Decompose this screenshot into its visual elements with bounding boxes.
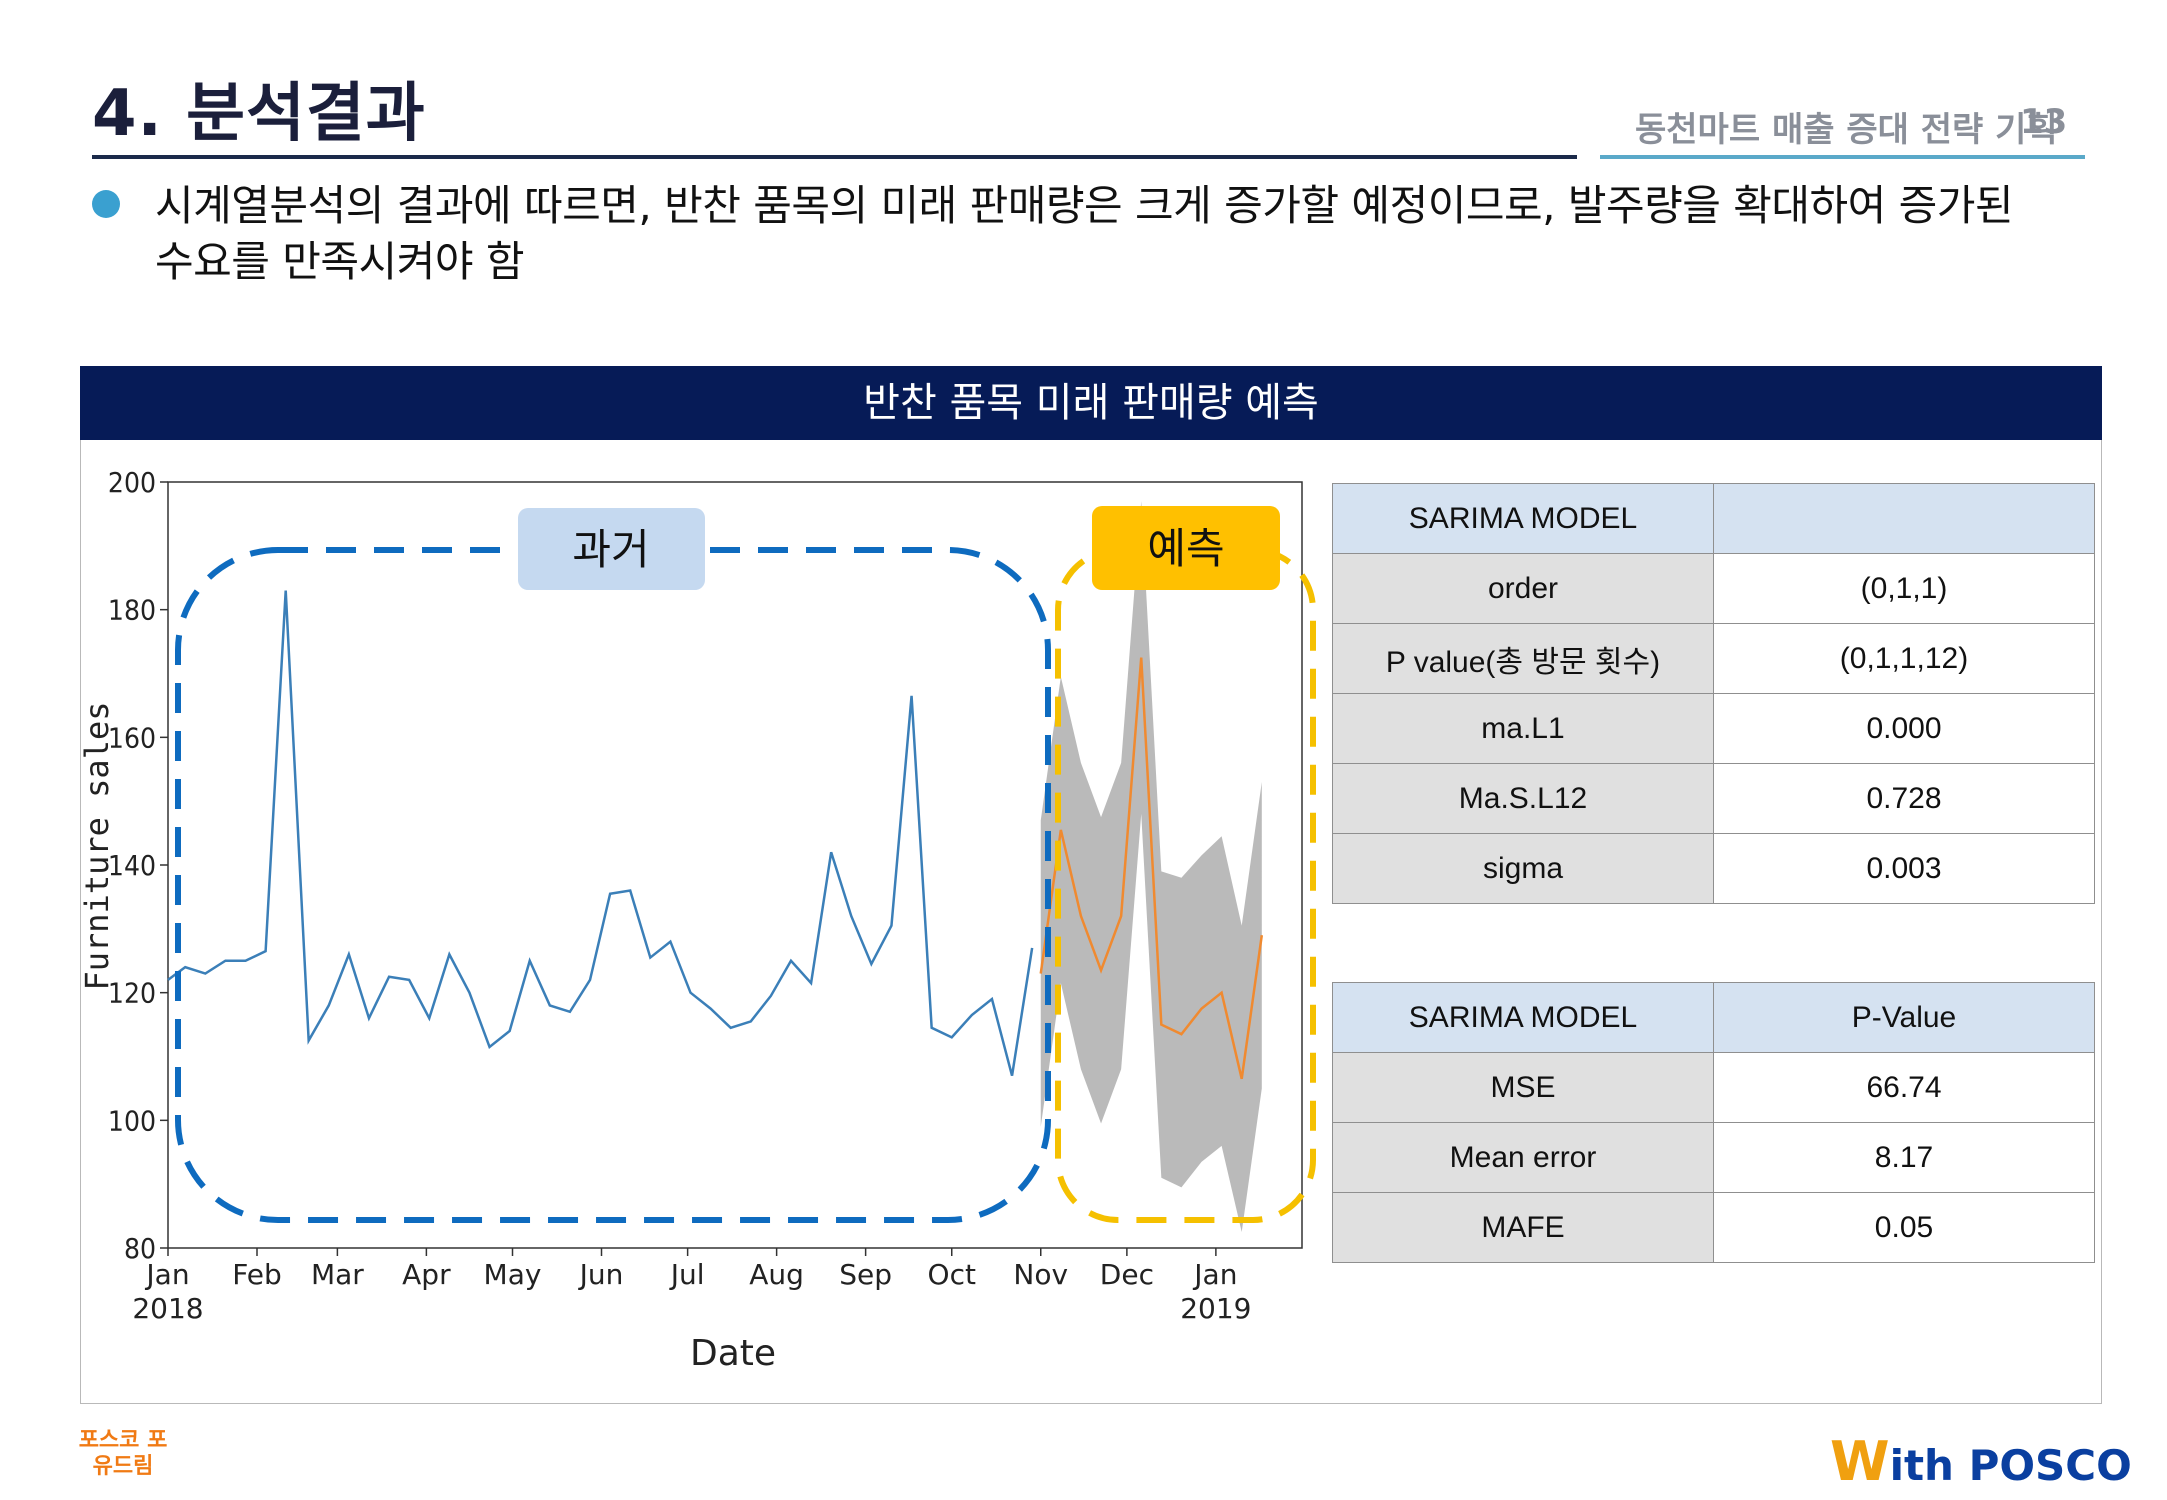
x-tick-label: Jan (1192, 1258, 1237, 1291)
param-name: order (1332, 553, 1714, 624)
x-tick-label: Nov (1013, 1258, 1068, 1291)
x-tick-label: May (484, 1258, 542, 1291)
table-header-cell: SARIMA MODEL (1332, 483, 1714, 554)
table-row: order (0,1,1) (1332, 553, 2095, 624)
param-value: 0.000 (1713, 693, 2095, 764)
title-underline (92, 155, 1577, 159)
header-underline (1600, 155, 2085, 159)
table-header-cell: SARIMA MODEL (1332, 982, 1714, 1053)
param-value: 0.003 (1713, 833, 2095, 904)
metric-value: 8.17 (1713, 1122, 2095, 1193)
sarima-params-table: SARIMA MODEL order (0,1,1) P value(총 방문 횟… (1332, 483, 2095, 904)
x-tick-label: Aug (749, 1258, 804, 1291)
x-tick-label: Oct (928, 1258, 976, 1291)
param-name: Ma.S.L12 (1332, 763, 1714, 834)
y-tick-label: 140 (108, 849, 156, 882)
table-row: P value(총 방문 횟수) (0,1,1,12) (1332, 623, 2095, 694)
x-tick-label: Apr (402, 1258, 451, 1291)
y-tick-label: 160 (108, 721, 156, 754)
param-name: P value(총 방문 횟수) (1332, 623, 1714, 694)
table-header-row: SARIMA MODEL (1332, 483, 2095, 554)
confidence-band (1040, 501, 1262, 1233)
param-name: sigma (1332, 833, 1714, 904)
y-axis-title: Furniture sales (78, 702, 116, 991)
y-tick-label: 120 (108, 977, 156, 1010)
past-label: 과거 (572, 525, 649, 574)
table-row: MAFE 0.05 (1332, 1192, 2095, 1263)
y-tick-label: 180 (108, 594, 156, 627)
document-subtitle: 동천마트 매출 증대 전략 기획 (1635, 110, 2058, 150)
x-tick-label: Jul (669, 1258, 705, 1291)
confidence-interval-band (1040, 501, 1262, 1233)
metric-name: Mean error (1332, 1122, 1714, 1193)
page-number: 13 (2020, 102, 2068, 142)
x-tick-label: Sep (839, 1258, 892, 1291)
x-tick-year-label: 2018 (132, 1292, 203, 1325)
x-tick-label: Jun (578, 1258, 624, 1291)
table-header-cell: P-Value (1713, 982, 2095, 1053)
y-tick-label: 80 (124, 1232, 156, 1265)
past-period-outline (175, 547, 1051, 1223)
panel-title: 반찬 품목 미래 판매량 예측 (80, 366, 2102, 440)
observed-sales-line (167, 590, 1034, 1076)
metric-name: MAFE (1332, 1192, 1714, 1263)
x-tick-label: Jan (144, 1258, 189, 1291)
x-tick-label: Feb (232, 1258, 282, 1291)
series-lines (167, 590, 1264, 1080)
table-row: MSE 66.74 (1332, 1052, 2095, 1123)
with-posco-w-mark: W (1830, 1430, 1890, 1493)
param-name: ma.L1 (1332, 693, 1714, 764)
table-row: Ma.S.L12 0.728 (1332, 763, 2095, 834)
metric-value: 0.05 (1713, 1192, 2095, 1263)
x-tick-year-label: 2019 (1180, 1292, 1251, 1325)
x-tick-label: Dec (1100, 1258, 1154, 1291)
metric-value: 66.74 (1713, 1052, 2095, 1123)
table-header-row: SARIMA MODEL P-Value (1332, 982, 2095, 1053)
with-posco-logo: With POSCO (1830, 1430, 2132, 1493)
chart-axes (160, 481, 1303, 1256)
y-tick-label: 200 (108, 466, 156, 499)
past-label-box (518, 508, 705, 590)
param-value: (0,1,1) (1713, 553, 2095, 624)
summary-text: 시계열분석의 결과에 따르면, 반찬 품목의 미래 판매량은 크게 증가할 예정… (155, 181, 2014, 286)
document-header: 동천마트 매출 증대 전략 기획 13 (1600, 102, 2085, 150)
x-axis-title: Date (690, 1333, 776, 1374)
table-row: ma.L1 0.000 (1332, 693, 2095, 764)
table-row: Mean error 8.17 (1332, 1122, 2095, 1193)
metric-name: MSE (1332, 1052, 1714, 1123)
x-tick-label: Mar (311, 1258, 364, 1291)
bullet-dot (92, 190, 120, 218)
with-posco-text: ith POSCO (1889, 1441, 2132, 1490)
forecast-label-box (1092, 506, 1280, 590)
table-row: sigma 0.003 (1332, 833, 2095, 904)
page-title: 4. 분석결과 (92, 77, 426, 151)
table-header-cell (1713, 483, 2095, 554)
forecast-sales-line (1039, 657, 1264, 1080)
param-value: 0.728 (1713, 763, 2095, 834)
forecast-label: 예측 (1147, 524, 1224, 573)
sarima-error-table: SARIMA MODEL P-Value MSE 66.74 Mean error… (1332, 982, 2095, 1263)
param-value: (0,1,1,12) (1713, 623, 2095, 694)
poyoudream-logo: 포스코 포유드림 (78, 1428, 168, 1479)
y-tick-label: 100 (108, 1104, 156, 1137)
